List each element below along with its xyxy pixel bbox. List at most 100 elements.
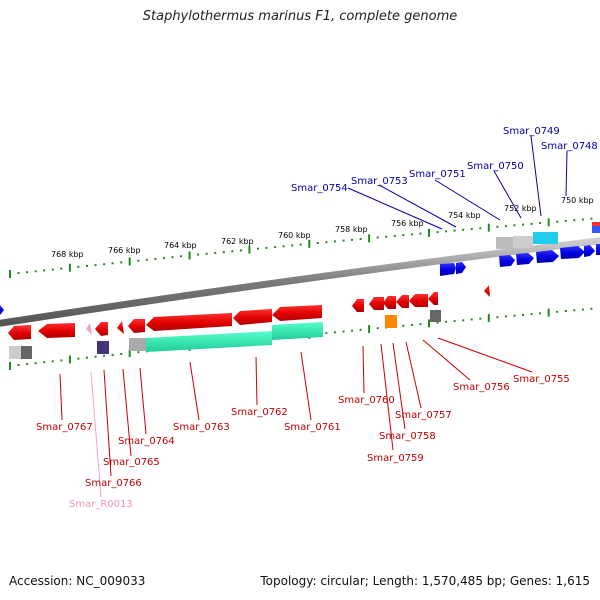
upper-scale-ticks xyxy=(9,217,593,278)
leader-line xyxy=(59,373,63,421)
kbp-label: 760 kbp xyxy=(278,231,311,240)
kbp-label: 764 kbp xyxy=(164,241,197,250)
gene-arrow[interactable] xyxy=(440,263,456,276)
map-title: Staphylothermus marinus F1, complete gen… xyxy=(142,9,458,24)
leader-line xyxy=(139,367,147,435)
leader-line xyxy=(434,179,501,221)
gene-arrow[interactable] xyxy=(128,319,145,333)
leader-line xyxy=(362,345,365,394)
leader-line xyxy=(122,368,132,457)
kbp-labels: 768 kbp 766 kbp 764 kbp 762 kbp 760 kbp … xyxy=(51,196,594,259)
gene-arrow[interactable] xyxy=(272,305,322,321)
leader-line xyxy=(347,187,443,230)
gene-arrow[interactable] xyxy=(117,321,124,334)
leader-line xyxy=(405,341,422,409)
gene-label[interactable]: Smar_0763 xyxy=(173,422,230,433)
gene-labels-bottom: Smar_0767 Smar_0766 Smar_R0013 Smar_0765… xyxy=(36,374,570,510)
cog-box xyxy=(9,346,21,359)
gene-arrow[interactable] xyxy=(584,245,595,257)
leader-line xyxy=(493,170,522,219)
cog-box xyxy=(496,237,513,249)
kbp-label: 758 kbp xyxy=(335,225,368,234)
leader-line xyxy=(565,150,568,197)
gene-arrow[interactable] xyxy=(369,297,384,310)
gene-arrow[interactable] xyxy=(352,299,364,312)
genome-backbone xyxy=(0,237,600,327)
gene-label[interactable]: Smar_0749 xyxy=(503,126,560,137)
cog-box xyxy=(97,341,109,354)
kbp-label: 756 kbp xyxy=(391,219,424,228)
cog-box xyxy=(272,322,323,340)
gene-arrow[interactable] xyxy=(516,253,534,265)
gene-label[interactable]: Smar_0762 xyxy=(231,407,288,418)
accession-text: Accession: NC_009033 xyxy=(9,574,146,588)
leader-line xyxy=(300,351,312,421)
label-leaders xyxy=(59,135,568,498)
leader-line xyxy=(255,356,258,406)
gene-arrow[interactable] xyxy=(38,323,75,338)
cog-box xyxy=(592,222,600,226)
kbp-label: 768 kbp xyxy=(51,250,84,259)
gene-arrow[interactable] xyxy=(428,292,438,305)
leader-line xyxy=(530,135,542,217)
leader-line xyxy=(437,337,533,373)
kbp-label: 752 kbp xyxy=(504,204,537,213)
gene-arrow[interactable] xyxy=(396,295,409,308)
gene-arrow[interactable] xyxy=(18,326,31,339)
gene-arrow[interactable] xyxy=(233,309,272,325)
gene-label[interactable]: Smar_0755 xyxy=(513,374,570,385)
gene-arrow[interactable] xyxy=(484,285,490,297)
gene-label[interactable]: Smar_0761 xyxy=(284,422,341,433)
kbp-label: 750 kbp xyxy=(561,196,594,205)
leader-line xyxy=(103,369,112,477)
leader-line xyxy=(90,371,102,498)
leader-line xyxy=(422,339,471,381)
gene-label[interactable]: Smar_0760 xyxy=(338,395,395,406)
cog-box xyxy=(21,346,32,359)
gene-label[interactable]: Smar_0754 xyxy=(291,183,348,194)
leader-line xyxy=(392,342,406,430)
gene-arrow[interactable] xyxy=(146,313,232,331)
forward-genes xyxy=(0,244,600,315)
cog-box xyxy=(513,236,533,248)
gene-arrow[interactable] xyxy=(409,294,428,307)
gene-label[interactable]: Smar_0756 xyxy=(453,382,510,393)
cog-box xyxy=(385,315,397,328)
leader-line xyxy=(378,184,457,228)
gene-labels-top: Smar_0754 Smar_0753 Smar_0751 Smar_0750 … xyxy=(291,126,598,194)
gene-arrow[interactable] xyxy=(536,250,559,263)
cog-box xyxy=(592,226,600,233)
leader-line xyxy=(189,361,200,421)
gene-arrow[interactable] xyxy=(560,246,585,259)
kbp-label: 754 kbp xyxy=(448,211,481,220)
gene-arrow[interactable] xyxy=(95,322,108,336)
cog-box xyxy=(146,331,272,352)
gene-arrow[interactable] xyxy=(86,323,92,335)
gene-label[interactable]: Smar_0759 xyxy=(367,453,424,464)
gene-arrow[interactable] xyxy=(499,255,515,267)
reverse-cog-boxes xyxy=(9,310,441,359)
gene-label[interactable]: Smar_0753 xyxy=(351,176,408,187)
gene-arrow[interactable] xyxy=(596,244,600,255)
gene-label[interactable]: Smar_0758 xyxy=(379,431,436,442)
gene-arrow[interactable] xyxy=(383,296,396,309)
gene-label[interactable]: Smar_R0013 xyxy=(69,499,133,510)
gene-arrow[interactable] xyxy=(456,262,466,274)
gene-arrow[interactable] xyxy=(0,305,4,315)
kbp-label: 766 kbp xyxy=(108,246,141,255)
forward-cog-boxes xyxy=(496,222,600,249)
gene-label[interactable]: Smar_0750 xyxy=(467,161,524,172)
gene-label[interactable]: Smar_0764 xyxy=(118,436,175,447)
gene-label[interactable]: Smar_0766 xyxy=(85,478,142,489)
cog-box xyxy=(533,232,558,244)
genome-summary-text: Topology: circular; Length: 1,570,485 bp… xyxy=(260,574,590,588)
gene-label[interactable]: Smar_0765 xyxy=(103,457,160,468)
gene-label[interactable]: Smar_0751 xyxy=(409,169,466,180)
kbp-label: 762 kbp xyxy=(221,237,254,246)
reverse-genes xyxy=(8,285,490,340)
gene-label[interactable]: Smar_0767 xyxy=(36,422,93,433)
gene-label[interactable]: Smar_0757 xyxy=(395,410,452,421)
leader-line xyxy=(380,343,394,451)
gene-label[interactable]: Smar_0748 xyxy=(541,141,598,152)
